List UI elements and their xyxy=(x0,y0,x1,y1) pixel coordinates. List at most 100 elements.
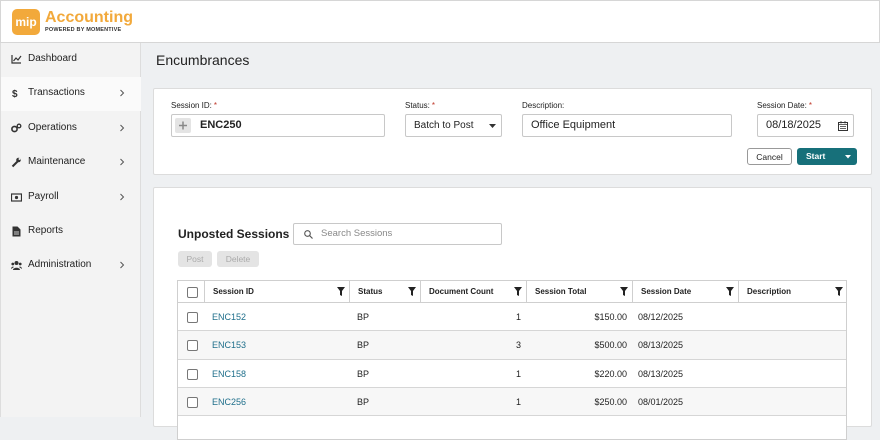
nav-item[interactable]: Administration xyxy=(1,249,141,283)
column-header[interactable]: Session ID xyxy=(204,281,349,303)
nav-label: Operations xyxy=(28,121,77,133)
input-value: Office Equipment xyxy=(531,119,616,131)
required-marker: * xyxy=(431,101,436,110)
row-checkbox[interactable] xyxy=(187,396,198,408)
cell: $250.00 xyxy=(594,396,627,407)
tagline: POWERED BY MOMENTIVE xyxy=(45,27,122,33)
session-link[interactable]: ENC158 xyxy=(212,368,247,379)
logo[interactable]: mip xyxy=(12,9,40,35)
nav-label: Dashboard xyxy=(28,53,77,64)
add-button xyxy=(175,118,191,133)
search-placeholder: Search Sessions xyxy=(321,228,393,239)
cell: 1 xyxy=(515,396,521,407)
cell: 3 xyxy=(515,340,521,351)
label-text: Session ID: xyxy=(171,101,212,110)
session-link[interactable]: ENC153 xyxy=(212,340,247,351)
svg-text:$: $ xyxy=(12,89,18,99)
page-title: Encumbrances xyxy=(156,52,250,68)
start-button[interactable]: Start xyxy=(797,148,857,165)
nav-label: Payroll xyxy=(28,190,59,202)
nav-icon xyxy=(11,261,22,271)
nav-icon xyxy=(11,55,22,64)
nav-icon: $ xyxy=(12,89,18,99)
column-title: Session ID xyxy=(213,287,254,296)
nav-label: Administration xyxy=(28,259,92,271)
cell: BP xyxy=(357,396,370,407)
cell: BP xyxy=(357,368,370,379)
input-value: ENC250 xyxy=(200,119,242,131)
column-title: Document Count xyxy=(429,287,494,296)
field-label: Status: * xyxy=(405,101,435,110)
column-header[interactable]: Session Date xyxy=(632,281,738,303)
field-label: Session Date: * xyxy=(757,101,812,110)
label-text: Session Date: xyxy=(757,101,807,110)
column-header[interactable]: Status xyxy=(349,281,420,303)
filter-icon xyxy=(835,287,843,296)
column-title: Session Date xyxy=(641,287,692,296)
app-name: Accounting xyxy=(45,9,133,26)
description-input[interactable]: Office Equipment xyxy=(522,114,732,137)
action-button[interactable]: Post xyxy=(178,251,212,267)
cell: 08/01/2025 xyxy=(638,396,684,407)
session-link[interactable]: ENC152 xyxy=(212,312,247,322)
cell: $500.00 xyxy=(594,340,627,351)
nav-label: Transactions xyxy=(28,87,85,99)
filter-icon xyxy=(620,287,628,296)
search-box[interactable]: Search Sessions xyxy=(293,223,502,245)
cell: 08/13/2025 xyxy=(638,340,684,351)
nav-icon xyxy=(11,123,22,133)
date-input[interactable]: 08/18/2025 xyxy=(757,114,854,137)
button-label: Start xyxy=(806,151,826,161)
nav-item[interactable]: Reports xyxy=(1,215,141,249)
chevron xyxy=(120,262,125,269)
table-row: ENC256 BP 1 $250.00 08/01/2025 xyxy=(178,387,846,417)
filter-icon xyxy=(726,287,734,296)
nav-item[interactable]: Maintenance xyxy=(1,146,141,180)
label-text: Status: xyxy=(405,101,430,110)
nav-item[interactable]: Operations xyxy=(1,112,141,146)
action-button[interactable]: Delete xyxy=(217,251,259,267)
sessions-panel: Unposted Sessions | Search Sessions Post De… xyxy=(153,187,872,440)
nav-icon xyxy=(12,226,21,237)
nav-icon xyxy=(11,157,21,168)
chevron xyxy=(120,193,125,200)
column-header[interactable]: Description xyxy=(738,281,847,303)
filter-icon xyxy=(514,287,522,296)
table-row: ENC158 BP 1 $220.00 08/13/2025 xyxy=(178,360,846,388)
filter-icon xyxy=(337,287,345,296)
session-link[interactable]: ENC256 xyxy=(212,396,247,407)
row-checkbox[interactable] xyxy=(187,340,198,352)
panel-title: Unposted Sessions | xyxy=(178,227,297,241)
status-select[interactable]: Batch to Post xyxy=(405,114,502,137)
column-header[interactable]: Session Total xyxy=(526,281,632,303)
chevron xyxy=(120,124,125,132)
column-title: Status xyxy=(358,287,383,296)
table-row: ENC152 BP 1 $150.00 08/12/2025 xyxy=(178,303,846,332)
table-header: Session ID Status Document Count Session To… xyxy=(178,281,846,303)
nav-label: Maintenance xyxy=(28,156,86,168)
filter-icon xyxy=(408,287,416,296)
cell: BP xyxy=(357,312,370,322)
nav-item[interactable]: $ Transactions xyxy=(1,77,141,112)
split-caret xyxy=(845,155,851,159)
session-form: Session ID: * Status: * Description: Session … xyxy=(153,88,872,175)
sidebar: Dashboard $ Transactions Operations Maintena… xyxy=(0,43,141,417)
cell: 1 xyxy=(515,312,521,322)
table-row: ENC153 BP 3 $500.00 08/13/2025 xyxy=(178,331,846,360)
nav-item[interactable]: Payroll xyxy=(1,181,141,215)
column-header[interactable]: Document Count xyxy=(420,281,526,303)
required-marker: * xyxy=(808,101,812,110)
select-all-checkbox[interactable] xyxy=(187,287,198,298)
cell: 08/12/2025 xyxy=(638,312,684,322)
cancel-button[interactable]: Cancel xyxy=(747,148,792,165)
row-checkbox[interactable] xyxy=(187,368,198,380)
row-checkbox[interactable] xyxy=(187,312,198,323)
header: mip Accounting POWERED BY MOMENTIVE xyxy=(0,0,880,43)
nav-icon xyxy=(11,192,22,202)
session-id-input[interactable]: ENC250 xyxy=(171,114,385,137)
search-icon xyxy=(304,230,313,239)
nav-item[interactable]: Dashboard xyxy=(1,43,141,77)
input-value: 08/18/2025 xyxy=(766,119,822,131)
nav-label: Reports xyxy=(28,225,64,236)
